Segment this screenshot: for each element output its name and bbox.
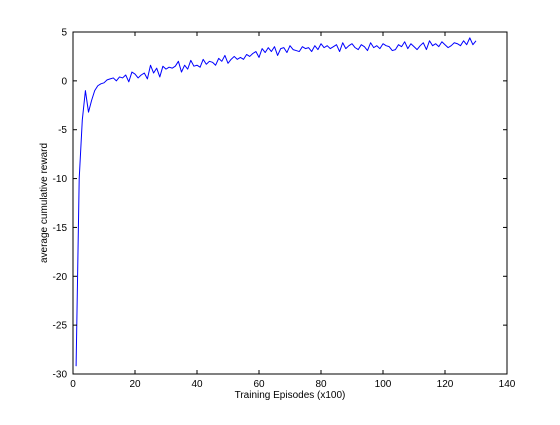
x-tick-label: 40 [191,379,203,390]
y-tick-label: -25 [53,321,68,332]
y-tick-label: -30 [53,370,68,381]
x-tick-label: 80 [315,379,327,390]
y-tick-label: 5 [61,28,67,39]
x-tick-label: 0 [70,379,76,390]
axes-box [72,31,508,375]
y-axis-label: average cumulative reward [39,143,50,263]
x-tick-label: 120 [437,379,454,390]
y-tick-label: -10 [53,174,68,185]
y-tick-label: 0 [61,76,67,87]
x-axis-label: Training Episodes (x100) [235,390,346,401]
x-tick-label: 100 [375,379,392,390]
y-tick-label: -15 [53,223,68,234]
x-tick-label: 20 [129,379,141,390]
series-line [75,37,477,367]
y-tick-label: -20 [53,272,68,283]
y-tick-label: -5 [58,125,67,136]
x-tick-label: 140 [499,379,516,390]
x-tick-label: 60 [253,379,265,390]
